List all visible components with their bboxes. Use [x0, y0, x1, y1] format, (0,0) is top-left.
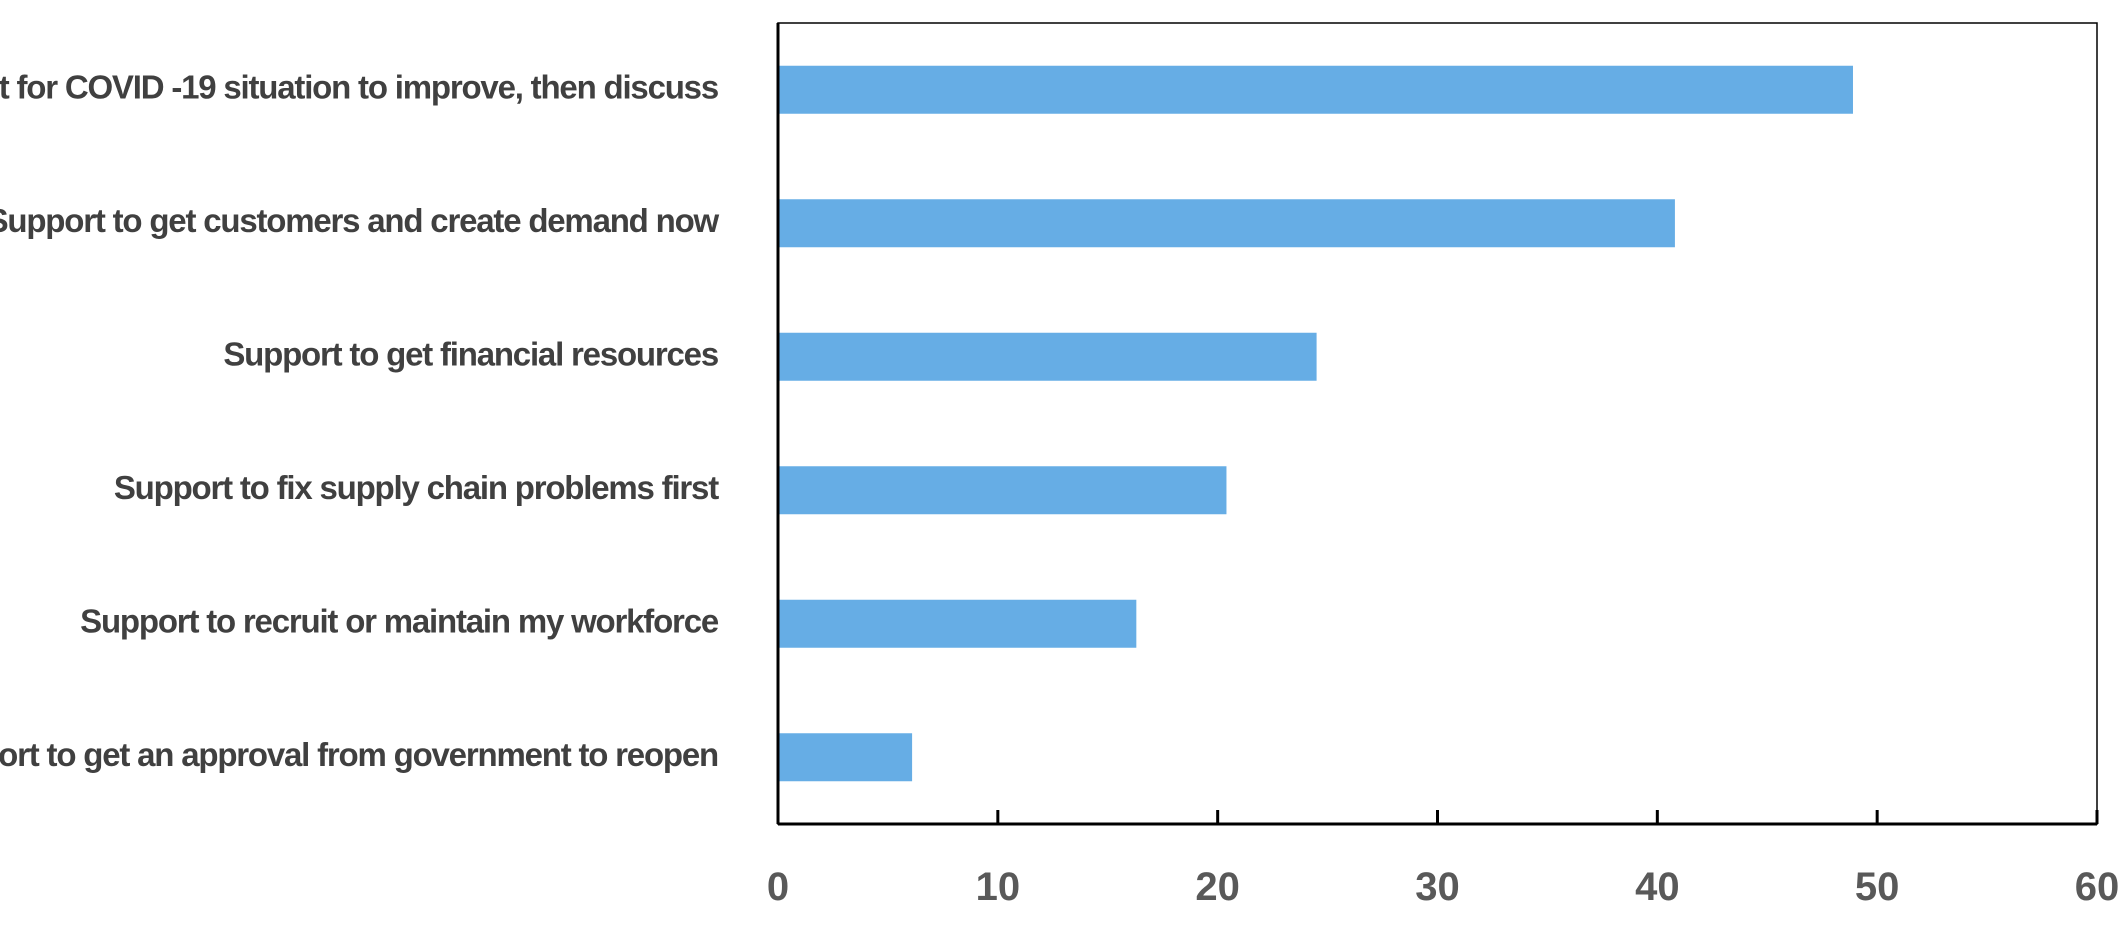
- bar: [778, 599, 1137, 648]
- bar: [778, 65, 1853, 114]
- category-labels: Wait for COVID -19 situation to improve,…: [0, 68, 721, 773]
- x-tick-label: 20: [1195, 865, 1240, 909]
- bar: [778, 332, 1317, 381]
- ticks-layer: [776, 810, 2099, 824]
- x-tick-labels: 0 10 20 30 40 50 60: [767, 865, 2119, 909]
- category-label: Support to fix supply chain problems fir…: [114, 469, 719, 506]
- category-label: Wait for COVID -19 situation to improve,…: [0, 68, 718, 105]
- plot-area-frame: [777, 22, 2098, 825]
- x-tick-label: 10: [976, 865, 1021, 909]
- bar: [778, 199, 1675, 248]
- category-label: Support to get financial resources: [223, 335, 718, 372]
- bar: [778, 466, 1227, 515]
- bars-layer: [778, 65, 1853, 782]
- x-tick-label: 60: [2075, 865, 2120, 909]
- x-tick-label: 40: [1635, 865, 1680, 909]
- x-tick-label: 50: [1855, 865, 1900, 909]
- category-label: Support to get an approval from governme…: [0, 736, 718, 773]
- x-tick-label: 30: [1415, 865, 1460, 909]
- category-label: Support to recruit or maintain my workfo…: [80, 602, 719, 639]
- category-label: Support to get customers and create dema…: [0, 202, 720, 239]
- bar: [778, 733, 913, 782]
- x-tick-label: 0: [767, 865, 789, 909]
